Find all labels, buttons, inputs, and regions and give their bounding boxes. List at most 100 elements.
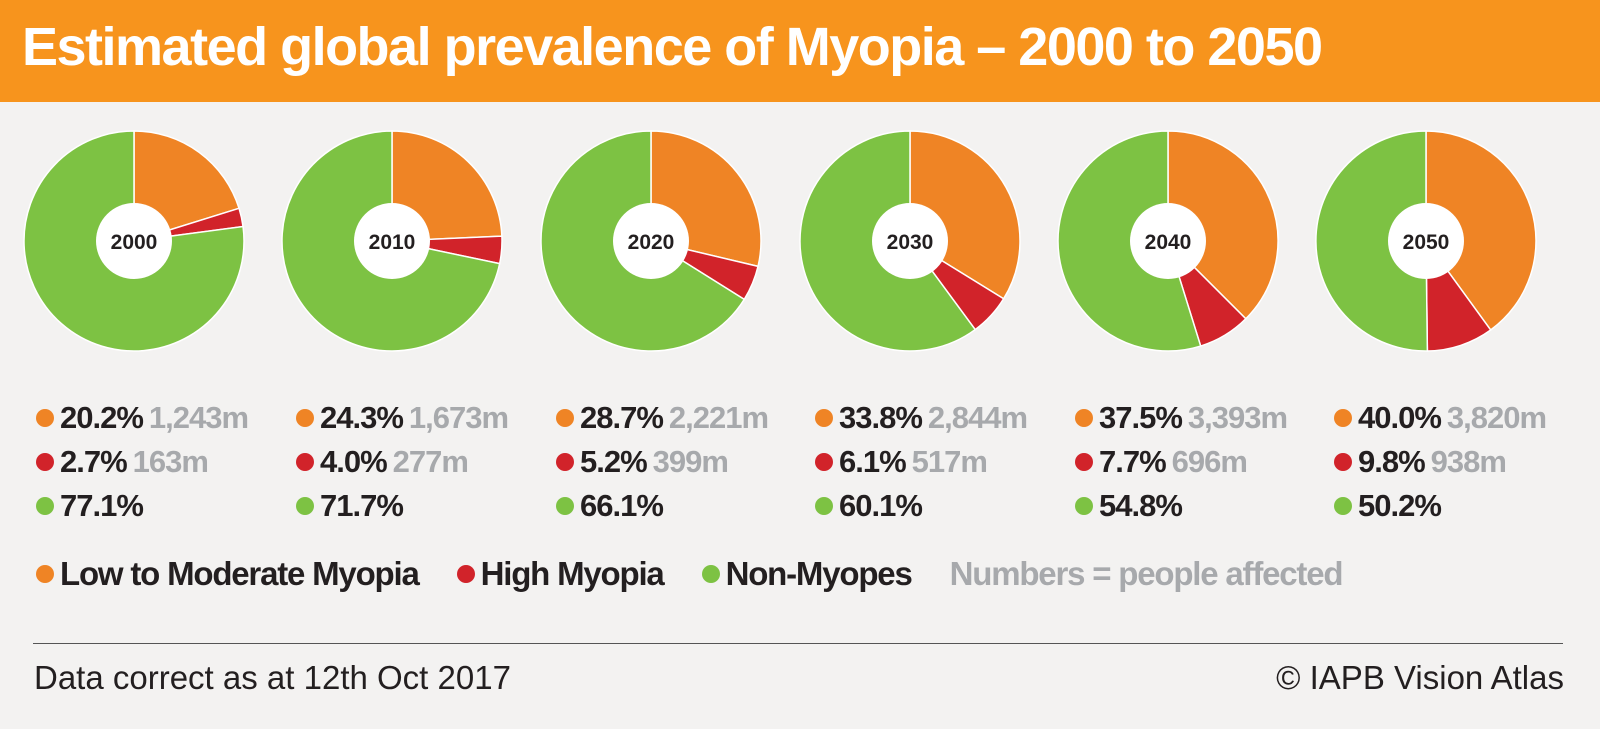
dot-low-moderate (36, 409, 54, 427)
data-date-note: Data correct as at 12th Oct 2017 (34, 659, 511, 696)
stat-row-low-moderate: 33.8% 2,844m (815, 396, 1065, 440)
legend-note: Numbers = people affected (949, 555, 1344, 592)
donut-2000: 2000 (23, 130, 245, 352)
stat-row-low-moderate: 20.2% 1,243m (36, 396, 286, 440)
slice-low-moderate-2000 (133, 130, 240, 243)
count-high: 938m (1430, 444, 1507, 479)
donut-hole-2020 (613, 203, 689, 279)
stats-2030: 33.8% 2,844m 6.1% 517m 60.1% (815, 396, 1065, 528)
dot-low-moderate (556, 409, 574, 427)
percent-low-moderate: 24.3% (320, 400, 404, 435)
dot-non-myopes (1075, 497, 1093, 515)
stat-row-high: 6.1% 517m (815, 440, 1065, 484)
stats-2000: 20.2% 1,243m 2.7% 163m 77.1% (36, 396, 286, 528)
percent-low-moderate: 20.2% (60, 400, 144, 435)
count-low-moderate: 3,393m (1187, 400, 1288, 435)
percent-low-moderate: 28.7% (580, 400, 664, 435)
legend-item-high: High Myopia (456, 555, 665, 593)
count-low-moderate: 3,820m (1446, 400, 1547, 435)
stat-row-low-moderate: 37.5% 3,393m (1075, 396, 1325, 440)
year-label-2000: 2000 (111, 231, 158, 254)
dot-high (815, 453, 833, 471)
year-label-2010: 2010 (369, 231, 416, 254)
percent-non-myopes: 66.1% (580, 488, 664, 523)
dot-non-myopes (1334, 497, 1352, 515)
percent-non-myopes: 71.7% (320, 488, 404, 523)
slice-non-myopes-2050 (1315, 130, 1429, 352)
donut-hole-2010 (354, 203, 430, 279)
percent-high: 2.7% (60, 444, 128, 479)
stat-row-high: 4.0% 277m (296, 440, 546, 484)
percent-high: 9.8% (1358, 444, 1426, 479)
donut-hole-2000 (96, 203, 172, 279)
count-high: 696m (1171, 444, 1248, 479)
year-label-2040: 2040 (1145, 231, 1192, 254)
donut-2010: 2010 (281, 130, 503, 352)
legend-item-low-moderate: Low to Moderate Myopia (36, 555, 420, 593)
legend-dot-non-myopes (701, 565, 720, 583)
dot-non-myopes (556, 497, 574, 515)
count-low-moderate: 1,243m (148, 400, 249, 435)
count-high: 517m (911, 444, 988, 479)
stat-row-non-myopes: 71.7% (296, 484, 546, 528)
year-label-2050: 2050 (1403, 231, 1450, 254)
stat-row-non-myopes: 50.2% (1334, 484, 1584, 528)
stat-row-high: 7.7% 696m (1075, 440, 1325, 484)
legend-label-low-moderate: Low to Moderate Myopia (60, 555, 420, 592)
legend: Low to Moderate Myopia High Myopia Non-M… (36, 552, 1344, 596)
count-high: 163m (132, 444, 209, 479)
dot-non-myopes (296, 497, 314, 515)
count-high: 277m (392, 444, 469, 479)
percent-non-myopes: 54.8% (1099, 488, 1183, 523)
donut-2040: 2040 (1057, 130, 1279, 352)
year-label-2020: 2020 (628, 231, 675, 254)
slice-non-myopes-2040 (1057, 130, 1202, 352)
stat-row-high: 2.7% 163m (36, 440, 286, 484)
percent-high: 4.0% (320, 444, 388, 479)
percent-high: 6.1% (839, 444, 907, 479)
dot-low-moderate (815, 409, 833, 427)
stats-2010: 24.3% 1,673m 4.0% 277m 71.7% (296, 396, 546, 528)
count-low-moderate: 1,673m (408, 400, 509, 435)
percent-non-myopes: 50.2% (1358, 488, 1442, 523)
donut-hole-2040 (1130, 203, 1206, 279)
dot-high (36, 453, 54, 471)
donut-hole-2030 (872, 203, 948, 279)
slice-low-moderate-2040 (1167, 130, 1279, 320)
copyright-credit: © IAPB Vision Atlas (1276, 659, 1564, 696)
dot-low-moderate (296, 409, 314, 427)
stat-row-low-moderate: 40.0% 3,820m (1334, 396, 1584, 440)
title-banner: Estimated global prevalence of Myopia – … (0, 0, 1600, 102)
percent-non-myopes: 60.1% (839, 488, 923, 523)
stats-2050: 40.0% 3,820m 9.8% 938m 50.2% (1334, 396, 1584, 528)
dot-low-moderate (1334, 409, 1352, 427)
stat-row-high: 5.2% 399m (556, 440, 806, 484)
percent-high: 7.7% (1099, 444, 1167, 479)
legend-label-non-myopes: Non-Myopes (725, 555, 913, 592)
legend-label-high: High Myopia (480, 555, 665, 592)
legend-dot-low-moderate (36, 565, 54, 583)
percent-low-moderate: 33.8% (839, 400, 923, 435)
dot-high (1075, 453, 1093, 471)
stat-row-non-myopes: 66.1% (556, 484, 806, 528)
footer-divider (33, 643, 1563, 644)
donut-hole-2050 (1388, 203, 1464, 279)
percent-high: 5.2% (580, 444, 648, 479)
count-high: 399m (652, 444, 729, 479)
percent-low-moderate: 40.0% (1358, 400, 1442, 435)
legend-item-non-myopes: Non-Myopes (701, 555, 913, 593)
stat-row-low-moderate: 24.3% 1,673m (296, 396, 546, 440)
donut-2030: 2030 (799, 130, 1021, 352)
legend-dot-high (456, 565, 475, 583)
donut-2050: 2050 (1315, 130, 1537, 352)
slice-low-moderate-2010 (391, 130, 503, 242)
donut-2020: 2020 (540, 130, 762, 352)
page-title: Estimated global prevalence of Myopia – … (22, 17, 1323, 77)
dot-non-myopes (36, 497, 54, 515)
stat-row-non-myopes: 54.8% (1075, 484, 1325, 528)
year-label-2030: 2030 (887, 231, 934, 254)
dot-non-myopes (815, 497, 833, 515)
percent-non-myopes: 77.1% (60, 488, 144, 523)
stat-row-low-moderate: 28.7% 2,221m (556, 396, 806, 440)
